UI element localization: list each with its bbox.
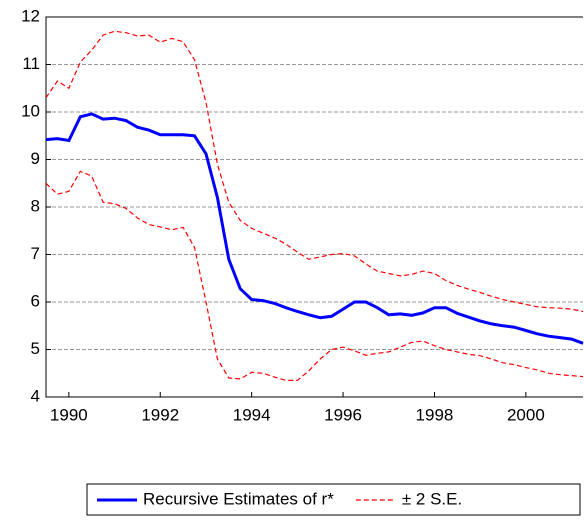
- y-tick-label: 9: [31, 149, 40, 168]
- x-tick-label: 1990: [50, 405, 88, 424]
- y-tick-label: 5: [31, 339, 40, 358]
- y-tick-label: 6: [31, 291, 40, 310]
- x-tick-label: 2000: [507, 405, 545, 424]
- y-tick-label: 8: [31, 196, 40, 215]
- y-tick-label: 11: [22, 54, 40, 73]
- axis-frame: [45, 16, 583, 398]
- legend-label: Recursive Estimates of r*: [143, 489, 334, 508]
- series-line: [45, 170, 584, 381]
- series-line: [45, 112, 584, 345]
- x-tick-label: 1996: [324, 405, 362, 424]
- y-tick-label: 10: [21, 101, 40, 120]
- y-tick-label: 12: [21, 6, 40, 25]
- x-tick-label: 1994: [233, 405, 271, 424]
- legend-box: [86, 483, 581, 516]
- series-line: [45, 30, 584, 313]
- y-tick-label: 4: [31, 386, 40, 405]
- x-tick-label: 1992: [141, 405, 179, 424]
- y-tick-label: 7: [31, 244, 40, 263]
- legend-label: ± 2 S.E.: [402, 489, 462, 508]
- x-tick-label: 1998: [416, 405, 454, 424]
